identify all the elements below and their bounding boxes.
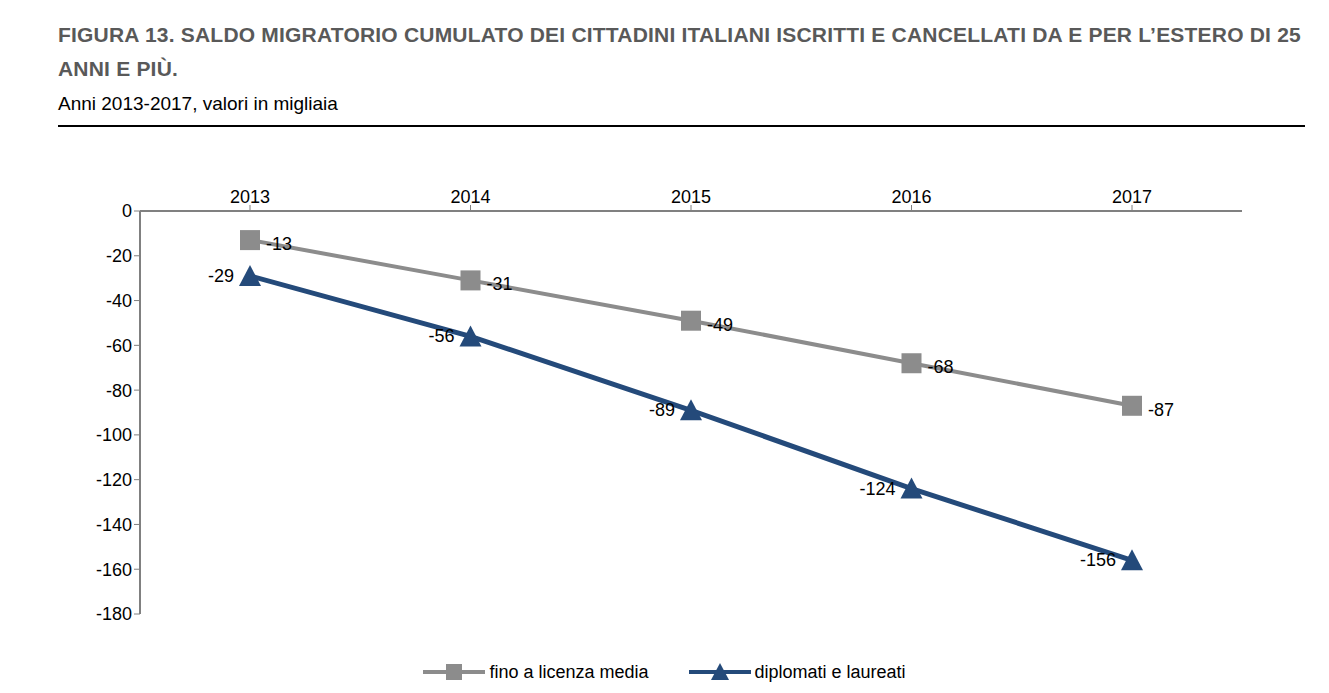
- svg-text:-124: -124: [859, 479, 895, 499]
- svg-text:2014: 2014: [450, 187, 490, 207]
- svg-text:-80: -80: [106, 381, 132, 401]
- svg-text:2016: 2016: [891, 187, 931, 207]
- svg-text:2017: 2017: [1112, 187, 1152, 207]
- svg-text:-56: -56: [428, 326, 454, 346]
- svg-text:0: 0: [122, 201, 132, 221]
- svg-text:-100: -100: [96, 425, 132, 445]
- html-text:FIGURA 13. SALDO MIGRATORIO CU: FIGURA 13. SALDO MIGRATORIO CUMULATO DEI…: [58, 23, 1301, 80]
- svg-text:-49: -49: [707, 315, 733, 335]
- svg-text:-89: -89: [649, 400, 675, 420]
- svg-text:-180: -180: [96, 604, 132, 624]
- svg-text:-87: -87: [1148, 400, 1174, 420]
- svg-text:-140: -140: [96, 515, 132, 535]
- svg-text:-156: -156: [1080, 550, 1116, 570]
- svg-text:2015: 2015: [671, 187, 711, 207]
- svg-text:2013: 2013: [230, 187, 270, 207]
- svg-text:-160: -160: [96, 560, 132, 580]
- html-text:fino a licenza media: fino a licenza media: [489, 661, 649, 682]
- svg-text:-13: -13: [266, 234, 292, 254]
- svg-text:-120: -120: [96, 470, 132, 490]
- svg-text:-31: -31: [487, 274, 513, 294]
- html-text:diplomati e laureati: diplomati e laureati: [754, 661, 906, 682]
- svg-text:-20: -20: [106, 246, 132, 266]
- html-text:Anni 2013-2017, valori in migl: Anni 2013-2017, valori in migliaia: [58, 93, 338, 114]
- svg-text:-68: -68: [928, 357, 954, 377]
- svg-text:-29: -29: [208, 266, 234, 286]
- svg-text:-60: -60: [106, 336, 132, 356]
- svg-text:-40: -40: [106, 291, 132, 311]
